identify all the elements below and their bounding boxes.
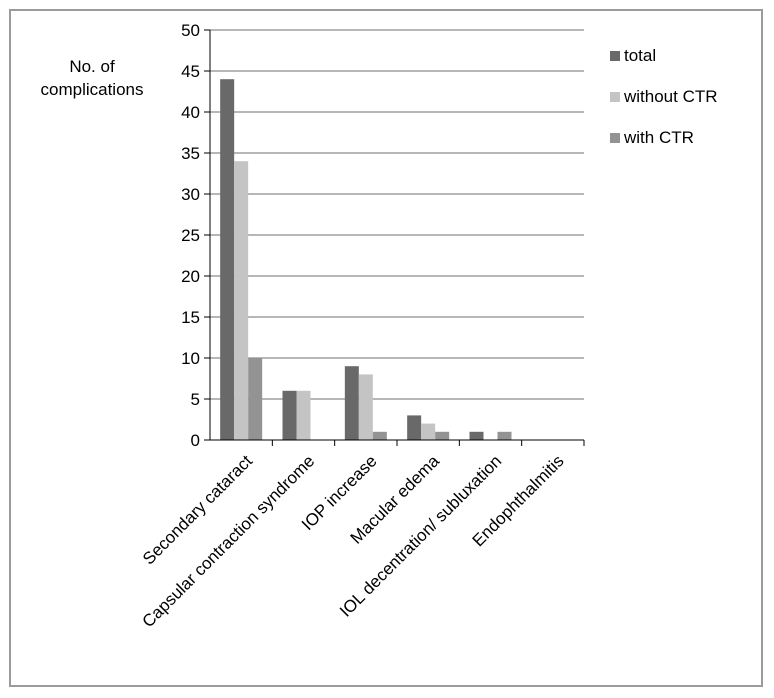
bar-without-ctr: [421, 423, 436, 440]
legend-label: without CTR: [623, 87, 718, 106]
y-axis-label-line-2: complications: [41, 80, 144, 99]
bar-with-ctr: [248, 358, 263, 440]
legend: total without CTR with CTR: [610, 46, 718, 147]
y-tick-label: 10: [181, 349, 200, 368]
legend-label: total: [624, 46, 656, 65]
y-tick-label: 25: [181, 226, 200, 245]
y-tick-labels: 0 5 10 15 20 25 30 35 40 45 50: [181, 21, 200, 450]
gridlines: [210, 29, 584, 400]
legend-label: with CTR: [623, 128, 694, 147]
bar-total: [407, 415, 422, 440]
y-tick-label: 40: [181, 103, 200, 122]
bar-total: [220, 79, 235, 440]
bar-with-ctr: [435, 431, 450, 440]
y-tick-label: 35: [181, 144, 200, 163]
bar-total: [282, 390, 297, 440]
y-tick-label: 30: [181, 185, 200, 204]
bar-total: [344, 366, 359, 440]
bar-with-ctr: [497, 431, 512, 440]
x-category-label: Secondary cataract: [139, 451, 256, 568]
chart-frame: [9, 9, 763, 687]
bar-without-ctr: [234, 161, 249, 440]
legend-swatch: [610, 92, 620, 102]
bar-without-ctr: [358, 374, 373, 440]
y-tick-label: 50: [181, 21, 200, 40]
bar-total: [469, 431, 484, 440]
y-tick-label: 20: [181, 267, 200, 286]
bar-without-ctr: [296, 390, 311, 440]
legend-swatch: [610, 51, 620, 61]
y-tick-label: 45: [181, 62, 200, 81]
legend-swatch: [610, 133, 620, 143]
y-axis-label-line-1: No. of: [69, 57, 115, 76]
y-tick-label: 5: [191, 390, 200, 409]
axes: [204, 29, 585, 446]
y-tick-label: 15: [181, 308, 200, 327]
bar-with-ctr: [372, 431, 387, 440]
y-tick-label: 0: [191, 431, 200, 450]
bars: [220, 79, 512, 440]
